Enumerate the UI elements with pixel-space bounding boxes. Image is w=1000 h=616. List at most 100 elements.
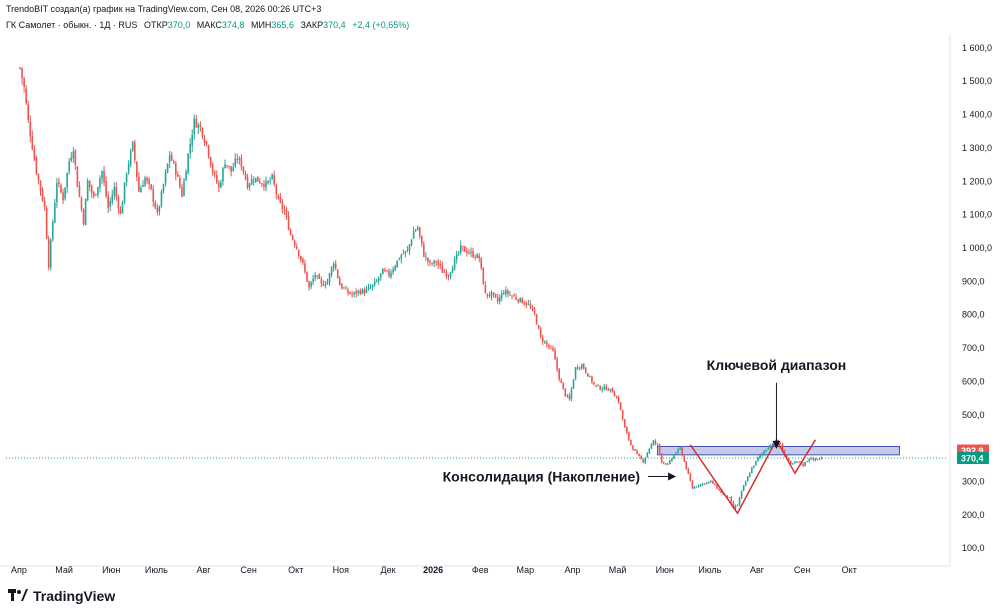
candle-body (349, 292, 351, 294)
candle-body (503, 293, 505, 295)
candle-body (492, 292, 495, 295)
candle-body (802, 463, 804, 466)
price-marker-label: 370,4 (961, 454, 984, 464)
candle-body (730, 497, 733, 503)
candle-body (529, 304, 532, 308)
annotation-arrowhead (772, 440, 781, 449)
candle-body (298, 249, 300, 257)
candle-body (390, 272, 392, 277)
candle-body (759, 455, 761, 458)
candle-body (781, 444, 784, 451)
candle-body (474, 256, 476, 258)
candle-body (97, 186, 99, 195)
candle-body (761, 453, 763, 456)
candle-body (35, 157, 38, 174)
candle-body (254, 177, 257, 183)
candle-body (203, 138, 206, 143)
x-tick-label: Авг (196, 565, 211, 575)
y-tick-label: 800,0 (962, 310, 985, 320)
candle-body (80, 197, 83, 210)
candle-body (54, 202, 56, 223)
candle-body (691, 481, 694, 489)
candle-body (658, 444, 661, 454)
y-tick-label: 600,0 (962, 376, 985, 386)
candle-body (312, 278, 314, 282)
candle-body (720, 490, 722, 494)
candle-body (466, 251, 468, 254)
candle-body (285, 210, 288, 217)
candle-body (216, 174, 218, 183)
candle-body (138, 176, 140, 192)
candle-body (525, 303, 528, 306)
candle-body (816, 459, 819, 461)
annotation-arrowhead (668, 472, 677, 481)
candle-body (41, 189, 44, 201)
candle-body (779, 443, 782, 445)
candle-body (662, 462, 665, 464)
candle-body (496, 297, 499, 302)
candle-body (705, 482, 708, 484)
candle-body (113, 186, 116, 196)
candle-body (365, 288, 368, 293)
candle-body (601, 389, 603, 390)
candle-body (595, 384, 597, 386)
candle-body (689, 473, 692, 482)
candle-body (673, 454, 675, 459)
candle-body (367, 287, 370, 289)
candle-body (818, 459, 821, 460)
candle-body (521, 298, 524, 304)
candle-body (726, 495, 729, 498)
candle-body (304, 263, 306, 272)
candle-body (248, 184, 251, 187)
candle-body (632, 445, 634, 450)
change-value: +2,4 (+0,65%) (352, 20, 410, 30)
candle-body (570, 389, 573, 399)
y-tick-label: 900,0 (962, 276, 985, 286)
candle-body (394, 266, 396, 271)
x-tick-label: Май (55, 565, 73, 575)
candle-body (546, 342, 548, 345)
close-label: ЗАКР (300, 20, 324, 30)
brand-name[interactable]: TradingView (33, 588, 116, 604)
candle-body (429, 261, 431, 263)
candle-body (295, 246, 298, 249)
candle-body (160, 191, 163, 206)
candle-body (556, 358, 558, 370)
candle-body (234, 158, 237, 167)
candle-body (654, 440, 657, 444)
candle-body (648, 448, 651, 454)
candle-body (316, 275, 319, 277)
candle-body (99, 178, 101, 188)
candle-body (58, 181, 60, 184)
candle-body (220, 181, 222, 188)
candle-body (19, 67, 21, 69)
candle-body (652, 440, 655, 445)
candle-body (142, 185, 144, 187)
candle-body (119, 209, 122, 214)
candle-body (718, 489, 720, 491)
candle-body (552, 348, 554, 351)
candle-body (449, 272, 452, 278)
symbol-name[interactable]: ГК Самолет · обыкн. · 1Д · RUS (6, 20, 138, 30)
candle-body (134, 142, 136, 161)
candle-body (355, 291, 357, 294)
candle-body (326, 281, 329, 285)
candle-body (423, 244, 425, 257)
candle-body (197, 124, 200, 128)
candle-body (562, 382, 565, 389)
candle-body (369, 287, 372, 289)
candle-body (236, 159, 239, 161)
candle-body (738, 497, 741, 506)
candle-body (341, 284, 343, 289)
candle-body (585, 368, 587, 373)
candle-body (211, 164, 214, 173)
candle-body (191, 135, 193, 146)
candle-body (166, 163, 169, 173)
candle-body (380, 273, 382, 278)
open-value: 370,0 (167, 20, 191, 30)
candle-body (277, 195, 280, 199)
candle-body (230, 166, 232, 172)
candle-body (129, 150, 132, 165)
candle-body (644, 457, 647, 463)
